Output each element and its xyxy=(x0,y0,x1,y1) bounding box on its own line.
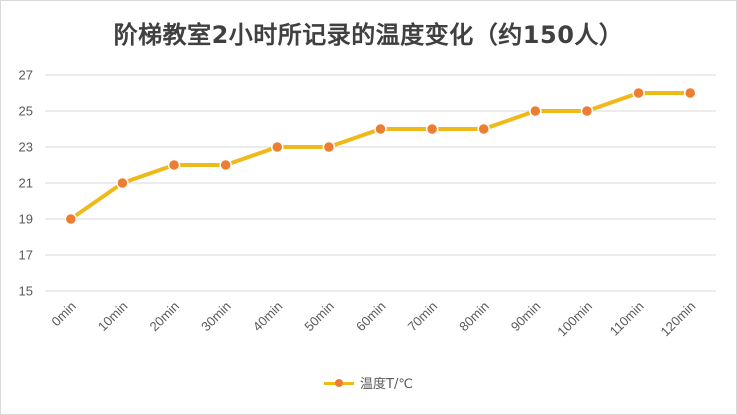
x-tick-label: 60min xyxy=(353,299,389,335)
y-tick-label: 15 xyxy=(19,284,33,299)
data-point xyxy=(219,158,232,172)
y-axis-ticks: 15 17 19 21 23 25 27 xyxy=(19,68,33,299)
data-point xyxy=(374,122,387,136)
x-tick-label: 120min xyxy=(658,299,699,340)
series-temperature xyxy=(64,86,697,226)
x-tick-label: 90min xyxy=(508,299,544,335)
legend: 温度T/℃ xyxy=(1,373,736,392)
x-tick-label: 110min xyxy=(607,299,647,339)
y-tick-label: 17 xyxy=(19,248,33,263)
data-point xyxy=(580,104,594,118)
data-point xyxy=(64,212,78,226)
y-tick-label: 25 xyxy=(19,104,33,119)
legend-label: 温度T/℃ xyxy=(360,377,413,392)
x-tick-label: 100min xyxy=(554,299,595,340)
x-tick-label: 40min xyxy=(250,299,286,335)
y-tick-label: 21 xyxy=(19,176,33,191)
data-point xyxy=(116,176,129,190)
chart-title: 阶梯教室2小时所记录的温度变化（约150人） xyxy=(113,21,624,49)
data-point xyxy=(167,158,181,172)
y-tick-label: 19 xyxy=(19,212,33,227)
data-point xyxy=(425,122,439,136)
data-point xyxy=(683,86,697,100)
x-tick-label: 50min xyxy=(301,299,337,335)
data-point xyxy=(322,140,336,154)
gridlines xyxy=(45,74,716,292)
x-tick-label: 80min xyxy=(456,299,492,335)
x-tick-label: 70min xyxy=(405,299,441,335)
legend-swatch xyxy=(324,377,355,389)
x-tick-label: 10min xyxy=(95,299,131,335)
x-tick-label: 30min xyxy=(198,299,234,335)
data-point xyxy=(529,104,542,118)
y-tick-label: 23 xyxy=(19,140,33,155)
data-point xyxy=(632,86,645,100)
x-tick-label: 20min xyxy=(147,299,183,335)
x-tick-label: 0min xyxy=(48,299,79,330)
x-axis-ticks: 0min 10min 20min 30min 40min 50min 60min 70min 8… xyxy=(48,299,698,340)
data-point xyxy=(271,140,284,154)
data-point xyxy=(477,122,490,136)
series-line xyxy=(68,91,693,221)
y-tick-label: 27 xyxy=(19,68,33,83)
